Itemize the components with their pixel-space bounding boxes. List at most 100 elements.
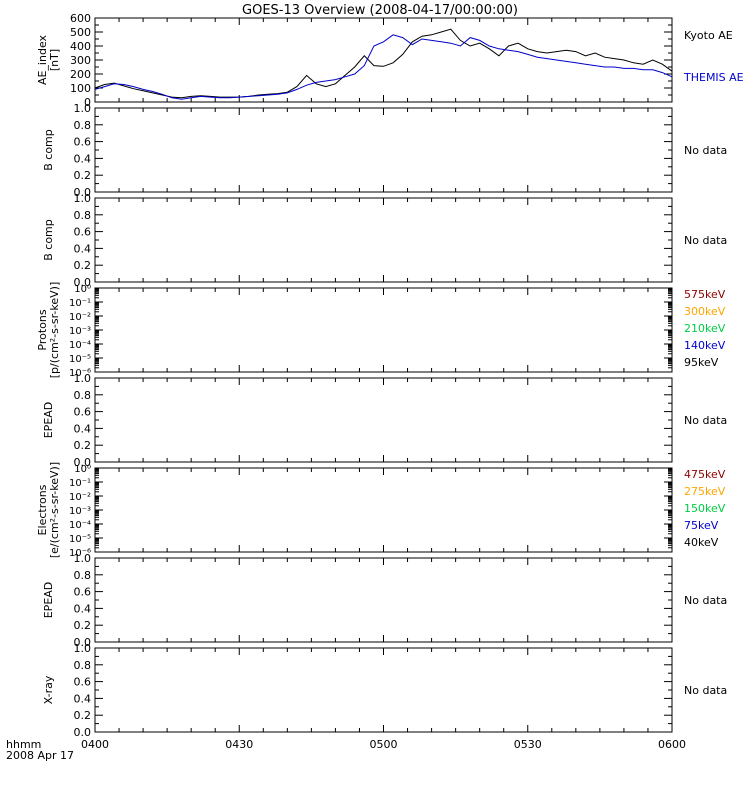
y-tick-label: 10⁻⁵ — [69, 534, 91, 545]
y-tick-label: 1.0 — [74, 372, 92, 385]
panel-frame — [94, 647, 673, 733]
y-axis-label: AE_index — [36, 34, 49, 85]
legend-label: 75keV — [684, 519, 719, 532]
panel-b-comp-2: 0.0 0.2 0.4 0.6 0.8 1.0 B comp No data — [42, 192, 727, 289]
legend-label: No data — [684, 594, 727, 607]
y-axis-label: B comp — [42, 129, 55, 171]
legend-label: No data — [684, 414, 727, 427]
legend-label: 95keV — [684, 356, 719, 369]
time-axis-corner-label: hhmm — [6, 738, 41, 751]
y-tick-label: 0.8 — [74, 569, 92, 582]
y-tick-label: 10⁻¹ — [69, 478, 91, 489]
y-tick-label: 0.8 — [74, 389, 92, 402]
x-tick-label: 0500 — [370, 738, 398, 751]
y-axis-label: EPEAD — [42, 582, 55, 619]
y-tick-label: 10⁻³ — [69, 506, 91, 517]
legend-label: 210keV — [684, 322, 726, 335]
legend-label: No data — [684, 234, 727, 247]
y-tick-label: 10⁻² — [69, 492, 91, 503]
y-tick-label: 600 — [70, 12, 91, 25]
legend-label: No data — [684, 144, 727, 157]
legend-label: 575keV — [684, 288, 726, 301]
y-tick-label: 0.2 — [74, 439, 92, 452]
legend-label: THEMIS AE — [683, 71, 744, 84]
y-tick-label: 0.4 — [74, 422, 92, 435]
time-axis: 0400 0430 0500 0530 0600 — [81, 738, 686, 751]
y-tick-label: 0.6 — [74, 676, 92, 689]
legend-label: Kyoto AE — [684, 29, 733, 42]
legend-label: 140keV — [684, 339, 726, 352]
panel-x-ray: 0.0 0.2 0.4 0.6 0.8 1.0 X-ray No data — [42, 642, 727, 739]
panel-frame — [94, 287, 673, 373]
panel-epead-2: 0.0 0.2 0.4 0.6 0.8 1.0 EPEAD No data — [42, 552, 727, 649]
y-tick-label: 0.8 — [74, 119, 92, 132]
y-tick-label: 0.0 — [74, 726, 92, 739]
y-tick-label: 100 — [70, 82, 91, 95]
legend-label: No data — [684, 684, 727, 697]
y-axis-label: [nT] — [48, 49, 61, 71]
panel-b-comp-1: 0.0 0.2 0.4 0.6 0.8 1.0 B comp No data — [42, 102, 727, 199]
y-tick-label: 10⁻¹ — [69, 298, 91, 309]
y-tick-label: 0.0 — [74, 456, 92, 469]
y-tick-label: 10⁻⁶ — [69, 548, 91, 559]
x-tick-label: 0600 — [658, 738, 686, 751]
y-tick-label: 300 — [70, 54, 91, 67]
y-tick-label: 1.0 — [74, 642, 92, 655]
y-tick-label: 0.4 — [74, 602, 92, 615]
y-tick-label: 0.0 — [74, 186, 92, 199]
x-tick-label: 0400 — [81, 738, 109, 751]
y-tick-label: 0.6 — [74, 586, 92, 599]
panel-frame — [94, 557, 673, 643]
y-axis-label: Electrons — [36, 484, 49, 535]
panel-electrons: 10⁻⁶ 10⁻⁵ 10⁻⁴ 10⁻³ 10⁻² 10⁻¹ 10⁰ Electrons [e/(… — [36, 462, 726, 559]
y-axis-label: X-ray — [42, 675, 55, 704]
y-tick-label: 10⁻⁴ — [69, 340, 91, 351]
y-tick-label: 10⁻⁵ — [69, 354, 91, 365]
series-line-kyoto-ae — [94, 28, 673, 99]
y-tick-label: 0.4 — [74, 242, 92, 255]
y-tick-label: 0.0 — [74, 276, 92, 289]
y-axis-label: [p/(cm²-s-sr-keV)] — [48, 282, 61, 379]
panel-epead-1: 0.0 0.2 0.4 0.6 0.8 1.0 EPEAD No data — [42, 372, 727, 469]
legend-label: 40keV — [684, 536, 719, 549]
y-tick-label: 0.6 — [74, 226, 92, 239]
y-tick-label: 10⁰ — [74, 284, 91, 295]
y-tick-label: 0.2 — [74, 619, 92, 632]
y-tick-label: 0.6 — [74, 406, 92, 419]
y-tick-label: 10⁻⁴ — [69, 520, 91, 531]
y-axis-label: [e/(cm²-s-sr-keV)] — [48, 462, 61, 558]
figure-title: GOES-13 Overview (2008-04-17/00:00:00) — [242, 3, 518, 18]
panel-frame — [94, 197, 673, 283]
y-tick-label: 500 — [70, 26, 91, 39]
y-tick-label: 0.8 — [74, 209, 92, 222]
panel-frame — [94, 107, 673, 193]
time-axis-date-label: 2008 Apr 17 — [6, 749, 74, 762]
panel-frame — [94, 377, 673, 463]
y-tick-label: 1.0 — [74, 102, 92, 115]
x-tick-label: 0430 — [225, 738, 253, 751]
y-tick-label: 10⁻² — [69, 312, 91, 323]
y-tick-label: 0.2 — [74, 709, 92, 722]
y-axis-label: B comp — [42, 219, 55, 261]
y-tick-label: 200 — [70, 68, 91, 81]
y-tick-label: 1.0 — [74, 192, 92, 205]
series-line-themis-ae — [94, 34, 673, 100]
y-tick-label: 0.0 — [74, 636, 92, 649]
panel-protons: 10⁻⁶ 10⁻⁵ 10⁻⁴ 10⁻³ 10⁻² 10⁻¹ 10⁰ Protons [p/(cm… — [36, 282, 726, 379]
y-tick-label: 10⁻⁶ — [69, 368, 91, 379]
y-tick-label: 0.8 — [74, 659, 92, 672]
y-tick-label: 0.2 — [74, 169, 92, 182]
legend-label: 150keV — [684, 502, 726, 515]
y-tick-label: 0.4 — [74, 692, 92, 705]
panel-frame — [94, 467, 673, 553]
legend-label: 475keV — [684, 468, 726, 481]
y-axis-label: EPEAD — [42, 402, 55, 439]
y-tick-label: 10⁰ — [74, 464, 91, 475]
x-tick-label: 0530 — [514, 738, 542, 751]
y-tick-label: 400 — [70, 40, 91, 53]
y-tick-label: 0 — [84, 96, 91, 109]
y-axis-label: Protons — [36, 309, 49, 350]
